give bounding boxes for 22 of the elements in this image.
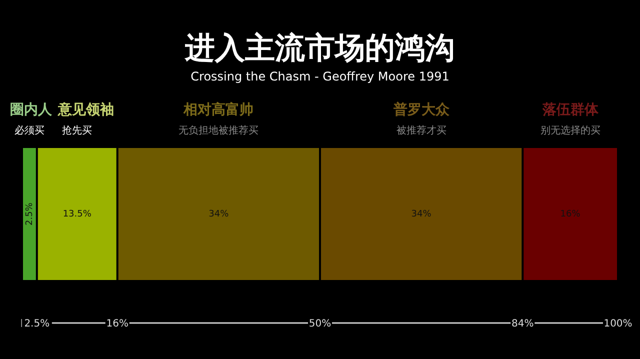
- text: 普罗大众: [392, 100, 450, 118]
- text: 落伍群体: [541, 102, 600, 118]
- text: 必须买: [14, 124, 44, 137]
- chart-title: 进入主流市场的鸿沟: [184, 31, 455, 66]
- data-label: 2.5%: [24, 202, 35, 226]
- text: 无负担地被推荐买: [178, 124, 259, 137]
- x-tick-label: 100%: [604, 318, 632, 330]
- text: 意见领袖: [57, 100, 114, 118]
- text: 别无选择的买: [540, 124, 600, 137]
- x-tick-label: 2.5%: [24, 318, 50, 330]
- text: 被推荐才买: [396, 124, 446, 137]
- text: 圈内人: [10, 102, 53, 118]
- data-label: 13.5%: [62, 209, 92, 220]
- x-tick-label: 84%: [512, 318, 534, 330]
- data-label: 34%: [208, 209, 230, 220]
- data-label: 16%: [560, 209, 581, 220]
- data-label: 34%: [411, 209, 432, 220]
- text: 抢先买: [62, 124, 92, 137]
- text: 相对高富帅: [182, 100, 254, 118]
- x-tick-label: 50%: [308, 318, 332, 330]
- x-tick-label: 16%: [106, 318, 128, 330]
- chart-subtitle: Crossing the Chasm - Geoffrey Moore 1991: [190, 69, 450, 84]
